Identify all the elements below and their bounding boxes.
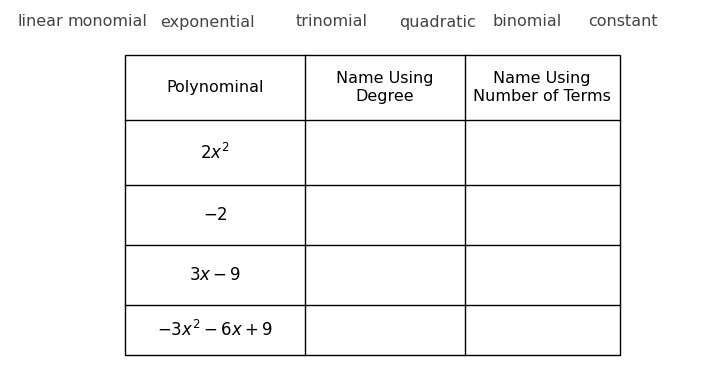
Text: $2x^2$: $2x^2$	[200, 142, 230, 163]
Text: Name Using
Number of Terms: Name Using Number of Terms	[473, 71, 611, 104]
Text: $-2$: $-2$	[203, 206, 227, 224]
Text: trinomial: trinomial	[296, 15, 368, 29]
Text: $3x - 9$: $3x - 9$	[189, 266, 241, 284]
Text: constant: constant	[588, 15, 658, 29]
Text: binomial: binomial	[492, 15, 562, 29]
Text: quadratic: quadratic	[399, 15, 477, 29]
Text: linear: linear	[17, 15, 63, 29]
Text: $-3x^2 - 6x + 9$: $-3x^2 - 6x + 9$	[157, 320, 273, 340]
Text: exponential: exponential	[160, 15, 254, 29]
Text: Polynominal: Polynominal	[166, 80, 264, 95]
Bar	[125, 55, 620, 355]
Text: monomial: monomial	[67, 15, 147, 29]
Text: Name Using
Degree: Name Using Degree	[336, 71, 434, 104]
